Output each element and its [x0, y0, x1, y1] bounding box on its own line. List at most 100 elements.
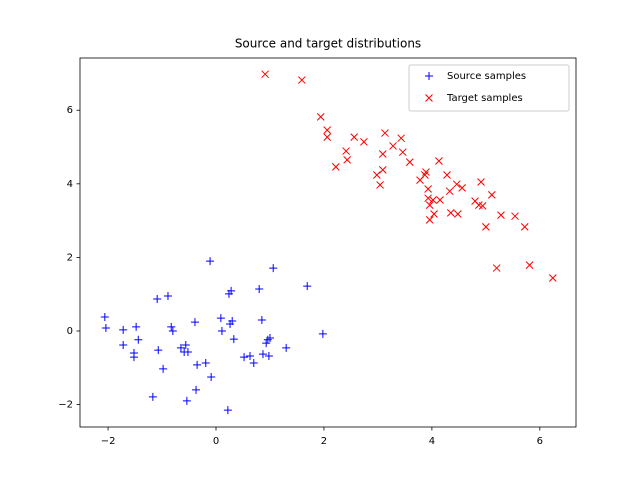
point: [159, 364, 168, 373]
point: [216, 314, 225, 323]
point: [458, 184, 466, 192]
legend-marker: [425, 72, 433, 80]
point: [228, 317, 237, 326]
legend: Source samples Target samples: [408, 64, 570, 112]
point: [229, 335, 238, 344]
point: [206, 257, 215, 266]
point: [318, 329, 327, 338]
point: [482, 223, 490, 231]
point: [452, 180, 461, 189]
point: [360, 138, 368, 146]
point: [424, 185, 432, 193]
point: [548, 274, 557, 282]
point: [316, 113, 325, 121]
point: [193, 360, 202, 369]
point: [342, 147, 350, 155]
point: [263, 335, 272, 344]
point: [269, 264, 278, 273]
point: [477, 178, 485, 186]
point: [497, 211, 505, 219]
point: [492, 264, 501, 272]
chart-title: Source and target distributions: [235, 37, 421, 51]
x-tick-label: −2: [101, 436, 116, 447]
legend-label: Source samples: [447, 71, 526, 82]
point: [181, 340, 190, 349]
point: [425, 216, 434, 224]
point: [207, 372, 216, 381]
point: [425, 201, 434, 210]
legend-marker: [425, 94, 433, 102]
point: [132, 322, 141, 331]
point: [303, 282, 312, 291]
point: [453, 210, 462, 218]
point: [119, 340, 128, 349]
point: [240, 353, 249, 362]
point: [378, 150, 387, 158]
y-tick-label: 6: [67, 105, 73, 116]
point: [443, 171, 451, 179]
x-tick-label: 0: [213, 436, 219, 447]
point: [331, 163, 340, 171]
point: [520, 223, 529, 231]
point: [249, 358, 258, 367]
x-tick-label: 2: [321, 436, 327, 447]
point: [376, 181, 384, 189]
point: [445, 187, 454, 196]
point: [378, 165, 387, 174]
y-tick-label: −2: [58, 400, 73, 411]
legend-box: [408, 64, 570, 112]
point: [129, 349, 138, 358]
point: [100, 312, 109, 321]
y-tick-label: 4: [67, 179, 73, 190]
point: [201, 358, 210, 367]
point: [246, 351, 255, 360]
point: [478, 202, 487, 210]
point: [134, 335, 143, 344]
point: [227, 286, 236, 295]
point: [217, 326, 226, 335]
legend-label: Target samples: [446, 93, 523, 104]
x-tick-label: 4: [429, 436, 435, 447]
point: [223, 406, 232, 415]
point: [343, 156, 352, 164]
point: [429, 196, 437, 204]
point: [262, 339, 271, 348]
x-tick-label: 6: [537, 436, 543, 447]
point: [525, 261, 534, 269]
point: [435, 157, 443, 165]
point: [422, 168, 430, 176]
point: [192, 385, 201, 394]
y-tick-label: 2: [67, 252, 73, 263]
point: [265, 333, 274, 342]
point: [154, 346, 163, 355]
point: [372, 171, 381, 179]
point: [487, 191, 496, 199]
point: [398, 148, 407, 157]
point: [446, 209, 455, 217]
point: [264, 351, 273, 360]
point: [258, 350, 267, 359]
point: [430, 210, 438, 218]
point: [153, 294, 162, 303]
plot-frame: [79, 57, 577, 428]
point: [424, 194, 432, 203]
point: [282, 343, 291, 352]
point: [148, 392, 157, 401]
point: [323, 126, 332, 134]
point: [405, 158, 414, 166]
point: [511, 212, 519, 221]
point: [163, 292, 172, 301]
point: [101, 324, 110, 333]
point: [167, 322, 176, 331]
point: [176, 343, 185, 352]
point: [436, 196, 444, 204]
point: [119, 325, 128, 334]
point: [381, 129, 389, 137]
point: [168, 326, 177, 335]
point: [323, 133, 332, 141]
y-tick-label: 0: [67, 326, 73, 337]
point: [190, 318, 199, 327]
point: [255, 285, 264, 294]
